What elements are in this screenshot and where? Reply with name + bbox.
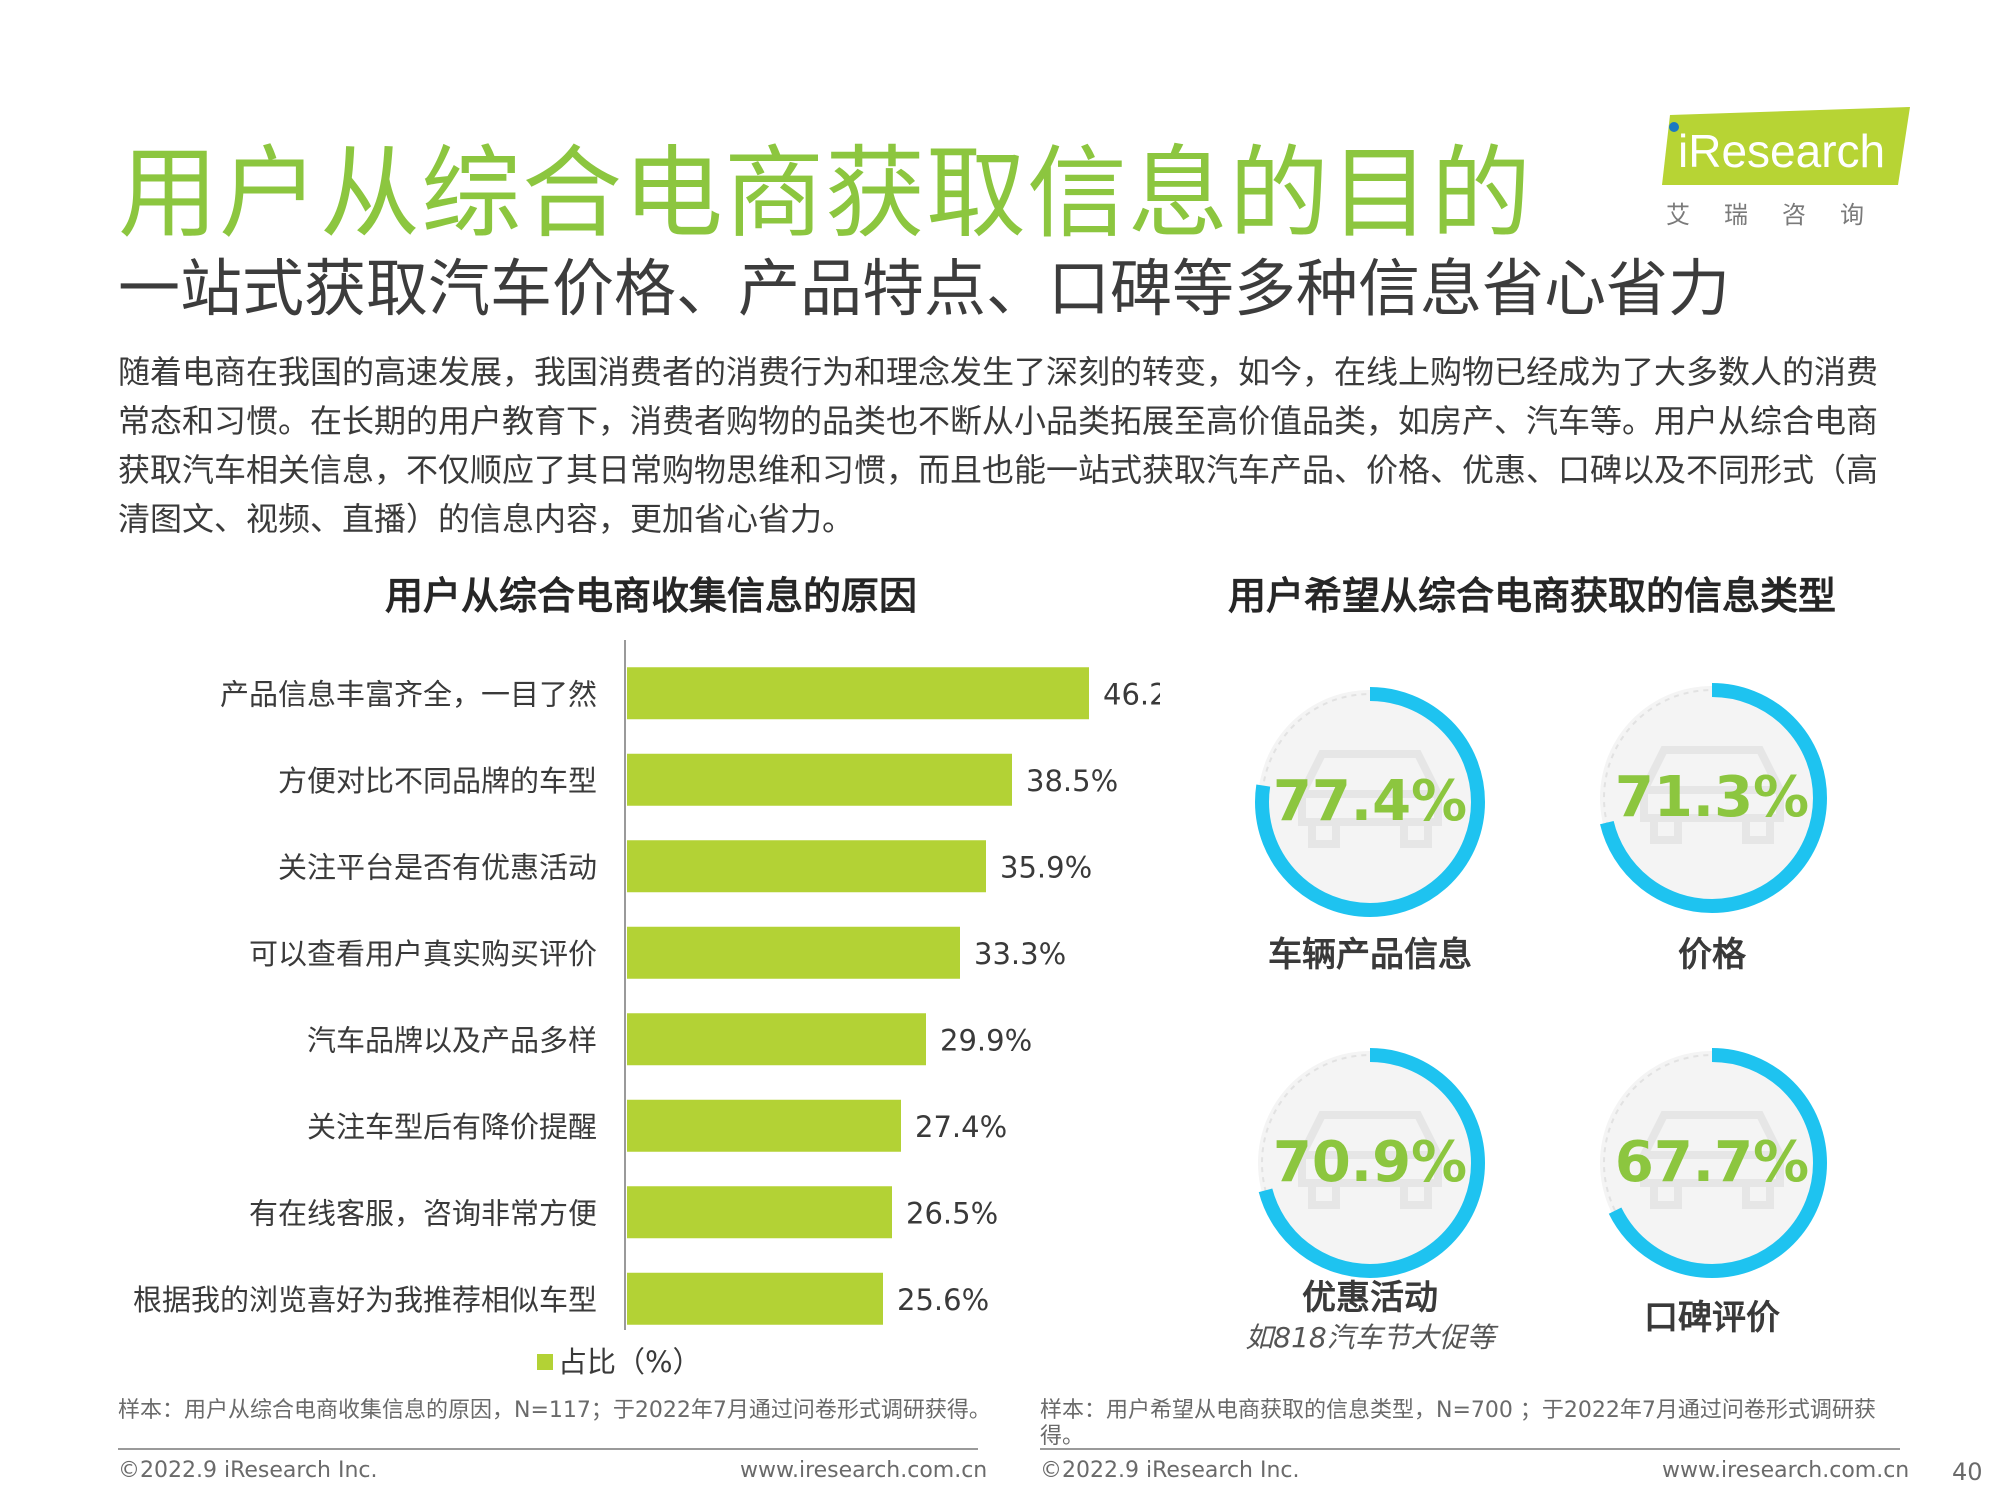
ring-background xyxy=(1600,686,1824,910)
footer-url-right: www.iresearch.com.cn xyxy=(1662,1458,1910,1483)
ring-category-label: 车辆产品信息 xyxy=(1268,935,1472,975)
bar-category-label: 产品信息丰富齐全，一目了然 xyxy=(220,677,597,711)
ring-percent-label: 71.3% xyxy=(1615,765,1809,830)
bar xyxy=(627,1186,892,1239)
sample-note-right: 样本：用户希望从电商获取的信息类型，N=700 ；于2022年7月通过问卷形式调… xyxy=(1040,1398,1876,1449)
logo-tagline: 艾瑞咨询 xyxy=(1666,201,1898,229)
ring-background xyxy=(1258,1051,1482,1275)
ring-arc xyxy=(1597,1048,1827,1278)
bar-category-label: 汽车品牌以及产品多样 xyxy=(307,1023,597,1057)
bar xyxy=(627,1272,883,1325)
ring-arc xyxy=(1255,1048,1485,1278)
bar-category-label: 关注车型后有降价提醒 xyxy=(307,1110,597,1144)
car-icon xyxy=(1298,750,1442,848)
car-icon xyxy=(1640,746,1784,844)
ring-chart-title: 用户希望从综合电商获取的信息类型 xyxy=(1228,574,1837,618)
ring-category-label: 优惠活动 xyxy=(1302,1278,1438,1318)
footer-divider-right xyxy=(1040,1448,1900,1450)
bar-category-label: 有在线客服，咨询非常方便 xyxy=(249,1196,597,1230)
ring-percent-label: 77.4% xyxy=(1273,769,1467,834)
footer-copyright-left: ©2022.9 iResearch Inc. xyxy=(118,1458,378,1483)
bar-category-label: 方便对比不同品牌的车型 xyxy=(278,764,597,798)
bar-chart-title: 用户从综合电商收集信息的原因 xyxy=(385,574,918,618)
ring-gauge: 71.3% xyxy=(1597,683,1827,913)
bar-category-label: 关注平台是否有优惠活动 xyxy=(278,850,597,884)
ring-arc xyxy=(1597,683,1827,913)
ring-category-label: 口碑评价 xyxy=(1644,1298,1780,1338)
bar-category-label: 根据我的浏览喜好为我推荐相似车型 xyxy=(133,1283,597,1317)
ring-category-label: 价格 xyxy=(1678,935,1746,975)
ring-percent-label: 67.7% xyxy=(1615,1130,1809,1195)
bar-value-label: 29.9% xyxy=(940,1023,1032,1057)
bar-value-label: 33.3% xyxy=(974,937,1066,971)
bar xyxy=(627,753,1012,806)
bar-value-label: 46.2% xyxy=(1103,677,1160,711)
bar-chart: 产品信息丰富齐全，一目了然 46.2% 方便对比不同品牌的车型 38.5% 关注平台是否… xyxy=(133,640,1160,1379)
ring-percent-label: 70.9% xyxy=(1273,1130,1467,1195)
legend-label: 占比（%） xyxy=(558,1345,702,1379)
bar xyxy=(627,926,960,979)
ring-arc xyxy=(1255,687,1485,917)
car-icon xyxy=(1640,1111,1784,1209)
sample-note-left: 样本：用户从综合电商收集信息的原因，N=117；于2022年7月通过问卷形式调研… xyxy=(118,1398,991,1423)
page-subtitle: 一站式获取汽车价格、产品特点、口碑等多种信息省心省力 xyxy=(118,252,1731,325)
bar-value-label: 25.6% xyxy=(897,1283,989,1317)
page-title: 用户从综合电商获取信息的目的 xyxy=(118,135,1532,252)
bar-value-label: 26.5% xyxy=(906,1196,998,1230)
iresearch-logo: iResearch xyxy=(1662,107,1912,187)
bar-category-label: 可以查看用户真实购买评价 xyxy=(249,937,597,971)
ring-gauge: 67.7% xyxy=(1597,1048,1827,1278)
bar xyxy=(627,1099,901,1152)
footer-copyright-right: ©2022.9 iResearch Inc. xyxy=(1040,1458,1300,1483)
ring-background xyxy=(1258,690,1482,914)
car-icon xyxy=(1298,1111,1442,1209)
bar xyxy=(627,840,986,893)
footer-url-left: www.iresearch.com.cn xyxy=(740,1458,988,1483)
ring-gauge: 70.9% xyxy=(1255,1048,1485,1278)
ring-background xyxy=(1600,1051,1824,1275)
bar-value-label: 27.4% xyxy=(915,1110,1007,1144)
bar-value-label: 35.9% xyxy=(1000,850,1092,884)
ring-sub-label: 如818汽车节大促等 xyxy=(1245,1321,1495,1354)
ring-gauge: 77.4% xyxy=(1255,687,1485,917)
intro-paragraph: 随着电商在我国的高速发展，我国消费者的消费行为和理念发生了深刻的转变，如今，在线… xyxy=(118,353,1879,538)
legend-swatch xyxy=(537,1354,553,1370)
page-number: 40 xyxy=(1952,1458,1983,1486)
bar xyxy=(627,667,1089,720)
footer-divider-left xyxy=(118,1448,978,1450)
logo-text: iResearch xyxy=(1678,125,1885,177)
bar-value-label: 38.5% xyxy=(1026,764,1118,798)
bar xyxy=(627,1013,926,1066)
